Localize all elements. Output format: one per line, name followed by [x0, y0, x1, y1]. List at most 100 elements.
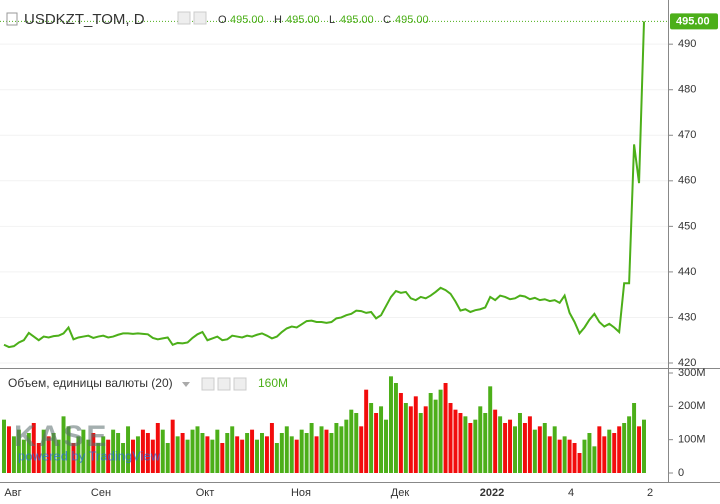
volume-bar	[379, 406, 384, 473]
volume-bar	[31, 423, 36, 473]
volume-bar	[269, 423, 274, 473]
volume-bar	[260, 433, 264, 473]
volume-bar	[374, 413, 379, 473]
last-price-box	[670, 13, 718, 30]
last-price-label: 495.00	[676, 15, 710, 27]
volume-last: 160M	[258, 376, 288, 390]
x-tick-label: Сен	[91, 487, 111, 499]
marks: 495.00	[0, 13, 718, 473]
symbol-icon[interactable]	[6, 12, 18, 26]
volume-bar	[309, 423, 314, 473]
volume-bar	[299, 429, 304, 473]
price-line	[3, 21, 645, 349]
volume-bar	[101, 436, 106, 473]
y-tick-label: 480	[678, 84, 696, 96]
volume-bar	[175, 436, 180, 473]
volume-bar	[140, 429, 145, 473]
x-tick-label: Ноя	[291, 487, 311, 499]
volume-bar	[542, 423, 547, 473]
volume-bar	[81, 429, 86, 473]
volume-bar	[324, 429, 329, 473]
volume-bar	[180, 433, 185, 473]
y-tick-label: 200M	[678, 400, 706, 412]
volume-bar	[61, 416, 66, 473]
settings-button[interactable]	[177, 11, 191, 25]
volume-bar	[384, 419, 388, 473]
volume-bar	[165, 443, 170, 473]
volume-bar	[627, 416, 632, 473]
volume-bar	[443, 383, 448, 473]
volume-bar	[314, 436, 319, 473]
volume-bar	[284, 426, 289, 473]
volume-bar	[498, 416, 503, 473]
volume-bar	[508, 419, 513, 473]
volume-bar	[587, 433, 592, 473]
volume-bar	[448, 403, 453, 473]
volume-bar	[220, 443, 225, 473]
volume-bar	[517, 413, 522, 473]
x-tick-label: 2	[647, 487, 653, 499]
volume-bar	[567, 439, 572, 473]
volume-bar	[522, 423, 527, 473]
volume-bar	[200, 433, 205, 473]
volume-bar	[274, 443, 279, 473]
settings-button[interactable]	[193, 11, 207, 25]
volume-bar	[160, 429, 165, 473]
watermark-logo: KASE	[14, 420, 109, 453]
y-tick-label: 420	[678, 357, 696, 369]
ohlc-value: 495.00	[286, 14, 320, 26]
volume-bar	[577, 453, 582, 473]
volume-bar	[21, 439, 26, 473]
volume-bar	[562, 436, 567, 473]
volume-bar	[428, 393, 433, 473]
volume-bar	[537, 426, 542, 473]
volume-bar	[438, 389, 443, 473]
ohlc-value: 495.00	[230, 14, 264, 26]
volume-bar	[468, 423, 473, 473]
volume-bar	[527, 416, 532, 473]
dropdown[interactable]	[182, 382, 190, 387]
volume-bar	[46, 436, 51, 473]
volume-bar	[71, 443, 76, 473]
volume-bar	[423, 406, 428, 473]
symbol: USDKZT_TOM, D	[24, 11, 145, 28]
volume-bar	[116, 433, 121, 473]
volume-bar	[433, 399, 438, 473]
watermark-credit[interactable]: powered by TradingView	[18, 448, 161, 463]
volume-bar	[319, 426, 324, 473]
volume-bar	[16, 429, 21, 473]
volume-bar	[51, 433, 56, 473]
volume-bar	[607, 429, 612, 473]
volume-bar	[145, 433, 150, 473]
volume-bar	[131, 439, 135, 473]
grid: 420 430 440 450 460 470 480 490 0 100M 200M 300M	[0, 38, 706, 479]
volume-bar	[329, 433, 334, 473]
volume-bar	[582, 439, 587, 473]
settings-button[interactable]	[233, 377, 247, 391]
y-tick-label: 0	[678, 467, 684, 479]
volume-bar	[36, 443, 41, 473]
volume-bar	[195, 426, 200, 473]
volume-bar	[170, 419, 175, 473]
volume-bar	[250, 429, 255, 473]
volume-bar	[632, 403, 637, 473]
settings-button[interactable]	[217, 377, 231, 391]
volume-bar	[488, 386, 493, 473]
volume-bar	[617, 426, 622, 473]
volume-bar	[205, 436, 210, 473]
volume-bar	[190, 429, 195, 473]
volume-bar	[547, 436, 552, 473]
volume-bar	[135, 436, 140, 473]
volume-bar	[279, 433, 284, 473]
volume-bar	[126, 426, 131, 473]
x-tick-label: Окт	[196, 487, 215, 499]
y-tick-label: 300M	[678, 367, 706, 379]
volume-bar	[96, 443, 101, 473]
volume-bar	[408, 406, 413, 473]
volume-bar	[56, 439, 61, 473]
volume-bar	[602, 436, 607, 473]
settings-button[interactable]	[201, 377, 215, 391]
volume-bar	[339, 426, 344, 473]
volume-bar	[334, 423, 339, 473]
